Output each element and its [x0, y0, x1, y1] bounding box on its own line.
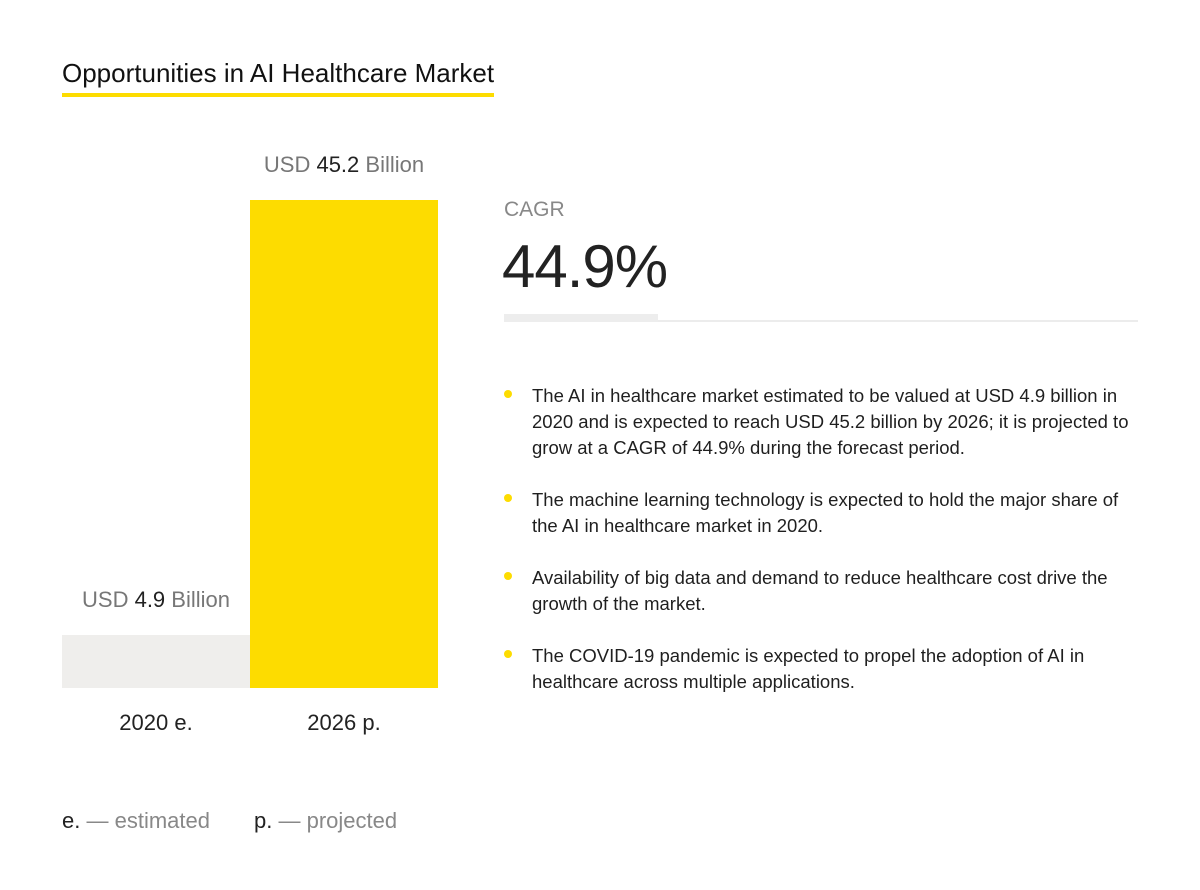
bar-0 [62, 635, 250, 688]
cagr-divider [504, 320, 1138, 322]
bar-value-label: USD 45.2 Billion [263, 152, 425, 177]
bullet-icon [504, 650, 512, 658]
legend-key: p. [254, 808, 273, 833]
legend-desc: — estimated [86, 808, 210, 833]
cagr-label: CAGR [504, 198, 565, 221]
bullet-icon [504, 390, 512, 398]
bullet-icon [504, 494, 512, 502]
list-item: The AI in healthcare market estimated to… [504, 383, 1144, 461]
bar-1 [250, 200, 438, 688]
cagr-indicator [504, 314, 658, 322]
list-item: Availability of big data and demand to r… [504, 565, 1144, 617]
bullet-text: The AI in healthcare market estimated to… [532, 385, 1129, 458]
bullet-text: Availability of big data and demand to r… [532, 567, 1108, 614]
legend-projected: p. — projected [254, 808, 397, 834]
page-title: Opportunities in AI Healthcare Market [62, 58, 495, 97]
legend-desc: — projected [278, 808, 398, 833]
list-item: The COVID-19 pandemic is expected to pro… [504, 643, 1144, 695]
category-label: 2026 p. [307, 710, 381, 735]
category-label: 2020 e. [119, 710, 193, 735]
bullet-text: The machine learning technology is expec… [532, 489, 1119, 536]
highlights-list: The AI in healthcare market estimated to… [504, 383, 1144, 721]
legend-estimated: e. — estimated [62, 808, 210, 834]
legend-key: e. [62, 808, 81, 833]
list-item: The machine learning technology is expec… [504, 487, 1144, 539]
cagr-value: 44.9% [502, 233, 668, 300]
bullet-text: The COVID-19 pandemic is expected to pro… [532, 645, 1085, 692]
bar-value-label: USD 4.9 Billion [82, 587, 230, 612]
bullet-icon [504, 572, 512, 580]
